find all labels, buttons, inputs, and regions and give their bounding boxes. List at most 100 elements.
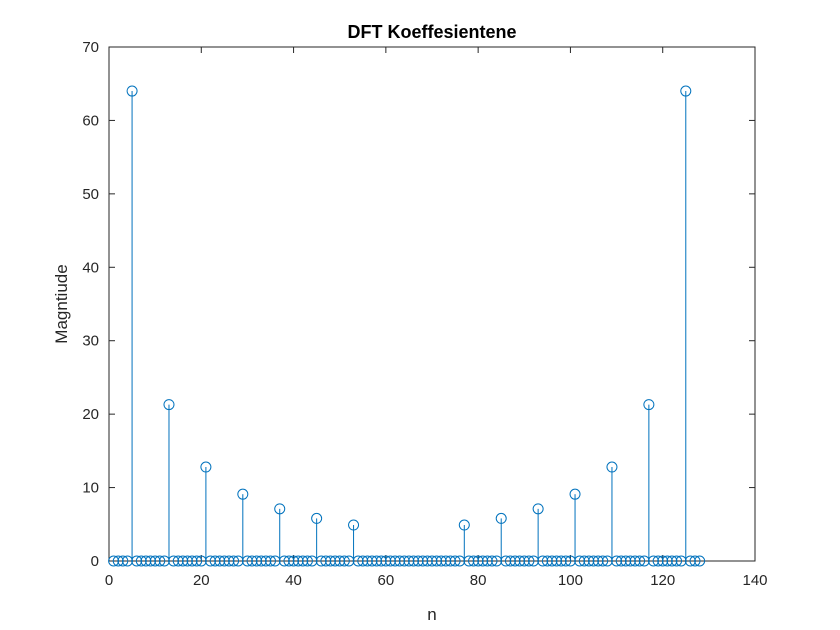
stem-marker <box>583 555 595 567</box>
stem-marker <box>634 555 646 567</box>
stem-marker <box>288 555 300 567</box>
stem-marker <box>426 555 438 567</box>
stem-marker <box>477 555 489 567</box>
stem-marker <box>324 555 336 567</box>
stem-marker <box>652 555 664 567</box>
stem-marker <box>311 512 323 524</box>
stem-marker <box>218 555 230 567</box>
stem-marker <box>431 555 443 567</box>
stem-marker <box>615 555 627 567</box>
stem-marker <box>468 555 480 567</box>
stem-marker <box>338 555 350 567</box>
stem-marker <box>611 555 623 567</box>
y-tick-label: 20 <box>82 406 99 423</box>
stem-marker <box>532 503 544 515</box>
stem-marker <box>680 85 692 97</box>
stem-marker <box>301 555 313 567</box>
stem-marker <box>108 555 120 567</box>
stem-marker <box>283 555 295 567</box>
x-tick-label: 80 <box>470 572 487 589</box>
chart-title: DFT Koeffesientene <box>347 22 516 42</box>
stem-marker <box>112 555 124 567</box>
stem-marker <box>154 555 166 567</box>
stem-marker <box>366 555 378 567</box>
stem-marker <box>684 555 696 567</box>
stem-marker <box>131 555 143 567</box>
stem-marker <box>671 555 683 567</box>
stem-marker <box>574 555 586 567</box>
stem-marker <box>518 555 530 567</box>
stem-marker <box>352 555 364 567</box>
stem-marker <box>237 488 249 500</box>
stem-marker <box>274 503 286 515</box>
stem-marker <box>191 555 203 567</box>
stem-marker <box>357 555 369 567</box>
stem-marker <box>320 555 332 567</box>
stem-marker <box>403 555 415 567</box>
stem-marker <box>177 555 189 567</box>
stem-marker <box>209 555 221 567</box>
stem-marker <box>657 555 669 567</box>
stem-marker <box>361 555 373 567</box>
stem-marker <box>551 555 563 567</box>
stem-marker <box>375 555 387 567</box>
y-tick-label: 30 <box>82 333 99 350</box>
stem-marker <box>417 555 429 567</box>
stem-marker <box>241 555 253 567</box>
stem-marker <box>315 555 327 567</box>
stem-marker <box>384 555 396 567</box>
stem-marker <box>149 555 161 567</box>
stem-marker <box>463 555 475 567</box>
stem-marker <box>126 85 138 97</box>
stem-marker <box>620 555 632 567</box>
stem-marker <box>412 555 424 567</box>
stem-marker <box>435 555 447 567</box>
stem-marker <box>606 461 618 473</box>
y-tick-label: 70 <box>82 39 99 56</box>
stem-marker <box>537 555 549 567</box>
stem-marker <box>647 555 659 567</box>
stem-marker <box>578 555 590 567</box>
stem-marker <box>278 555 290 567</box>
stem-marker <box>569 488 581 500</box>
stem-marker <box>444 555 456 567</box>
y-tick-label: 50 <box>82 186 99 203</box>
x-axis-label: n <box>427 605 436 624</box>
stem-marker <box>495 512 507 524</box>
x-tick-labels: 0 20 40 60 80 100 120 140 <box>105 572 768 589</box>
x-tick-label: 20 <box>193 572 210 589</box>
x-tick-label: 100 <box>558 572 583 589</box>
stem-marker <box>380 555 392 567</box>
x-tick-label: 0 <box>105 572 113 589</box>
stem-marker <box>666 555 678 567</box>
stem-marker <box>168 555 180 567</box>
y-tick-label: 40 <box>82 259 99 276</box>
stem-marker <box>334 555 346 567</box>
stem-marker <box>514 555 526 567</box>
x-tick-label: 60 <box>378 572 395 589</box>
stem-marker <box>624 555 636 567</box>
y-axis-label: Magntiude <box>52 264 71 343</box>
stem-marker <box>504 555 516 567</box>
x-tick-label: 40 <box>285 572 302 589</box>
stem-marker <box>140 555 152 567</box>
stem-marker <box>472 555 484 567</box>
stem-marker <box>588 555 599 567</box>
stem-marker <box>117 555 129 567</box>
plot-area <box>108 46 756 562</box>
stem-marker <box>629 555 641 567</box>
stem-marker <box>398 555 410 567</box>
stem-marker <box>297 555 309 567</box>
stem-marker <box>135 555 147 567</box>
stem-marker <box>145 555 157 567</box>
stem-marker <box>546 555 558 567</box>
stem-marker <box>592 555 604 567</box>
x-tick-label: 140 <box>742 572 767 589</box>
stem-marker <box>481 555 493 567</box>
stem-marker <box>163 399 175 411</box>
stem-marker <box>214 555 226 567</box>
stem-series <box>108 85 706 567</box>
y-tick-labels: 0 10 20 30 40 50 60 70 <box>82 39 99 570</box>
stem-marker <box>255 555 267 567</box>
stem-marker <box>421 555 433 567</box>
